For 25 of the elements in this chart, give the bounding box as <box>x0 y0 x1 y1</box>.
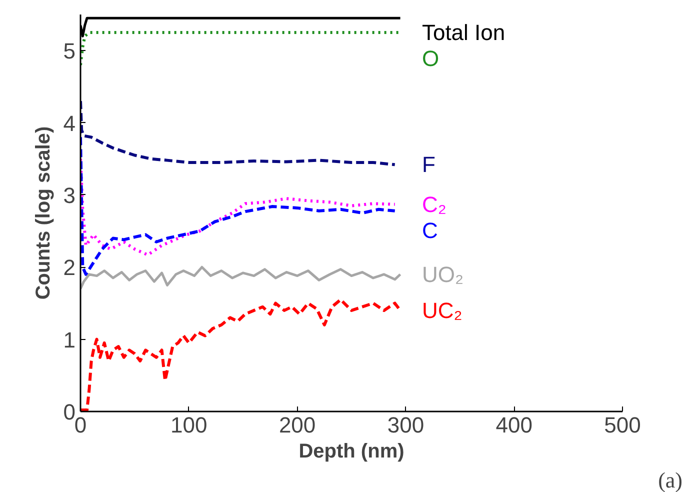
y-axis-title: Counts (log scale) <box>32 126 54 300</box>
y-tick-label: 1 <box>63 327 76 352</box>
x-tick-label: 300 <box>387 412 424 438</box>
x-tick-label: 200 <box>278 412 316 438</box>
series-label: C <box>422 218 438 243</box>
line-series <box>80 100 396 166</box>
series-label: UO₂ <box>422 262 464 287</box>
line-series <box>80 266 402 290</box>
line-series <box>80 157 396 256</box>
x-tick-label: 500 <box>604 412 641 438</box>
y-tick-label: 3 <box>63 182 76 208</box>
series-label: O <box>422 46 440 72</box>
x-axis-title: Depth (nm) <box>298 440 404 462</box>
y-tick-label: 5 <box>63 38 76 64</box>
series-label: C₂ <box>422 192 446 217</box>
series-label: Total Ion <box>422 20 506 46</box>
x-tick-label: 100 <box>170 412 208 438</box>
line-series <box>80 298 402 412</box>
y-tick-label: 2 <box>63 255 76 280</box>
x-tick-label: 400 <box>496 412 532 438</box>
series-label: F <box>422 152 436 178</box>
text: (a) <box>658 468 683 492</box>
line-series <box>80 136 396 276</box>
y-tick-label: 4 <box>63 110 76 136</box>
series-label: UC₂ <box>422 298 462 323</box>
